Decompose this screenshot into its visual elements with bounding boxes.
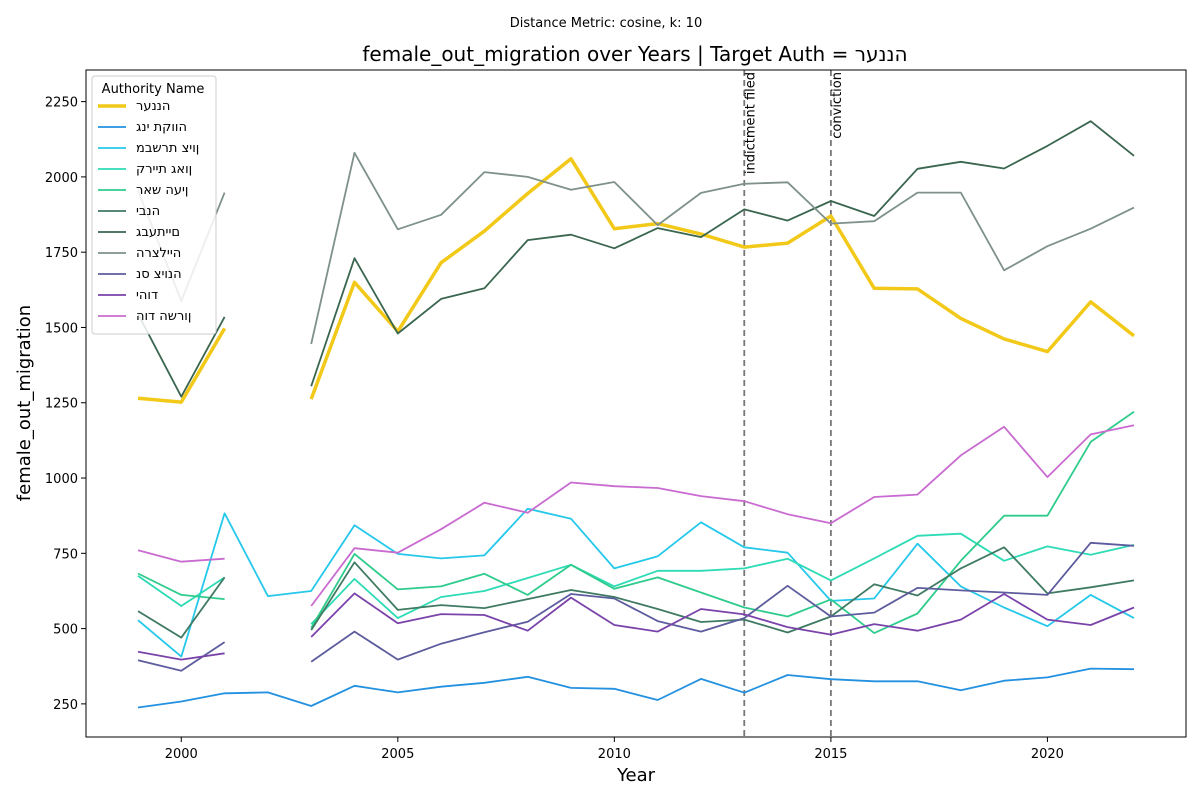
x-tick-label: 2010: [598, 747, 631, 762]
series-line: [137, 641, 226, 672]
legend-item-label: הנבי: [136, 204, 160, 219]
series-line: [310, 546, 1135, 634]
x-axis: 2000 2005 2010 2015 2020: [165, 737, 1064, 762]
legend-item-label: הווקת ינג: [136, 120, 187, 135]
legend-item-label: ןואג תיירק: [136, 162, 192, 177]
y-tick-label: 2250: [45, 96, 78, 111]
series-line: [137, 667, 1135, 709]
series-line: [137, 549, 225, 563]
x-axis-title: Year: [616, 765, 656, 786]
chart-title: female_out_migration over Years | Target…: [362, 42, 907, 66]
y-tick-label: 2000: [45, 171, 78, 186]
x-tick-label: 2000: [165, 747, 198, 762]
series-line: [137, 313, 226, 398]
legend-item-label: דוהי: [136, 288, 158, 303]
plot-area: indictment filed conviction: [137, 70, 1136, 737]
y-tick-label: 1500: [45, 321, 78, 336]
legend-item-label: היילצרה: [136, 246, 181, 261]
legend-item-label: םייתעבג: [136, 225, 180, 240]
y-axis: 250 500 750 1000 1250 1500 1750 2000 2250: [45, 96, 86, 713]
chart-subtitle: Distance Metric: cosine, k: 10: [510, 16, 702, 31]
x-tick-label: 2020: [1031, 747, 1064, 762]
series-line: [137, 650, 225, 661]
y-tick-label: 250: [53, 698, 78, 713]
x-tick-label: 2015: [814, 747, 847, 762]
series-line: [137, 576, 226, 639]
series-line: [310, 411, 1135, 634]
series-line: [310, 532, 1135, 625]
series-line: [310, 120, 1135, 387]
legend-item-label: ןיעה שאר: [136, 183, 188, 198]
series-line: [310, 592, 1135, 638]
y-tick-label: 1750: [45, 246, 78, 261]
legend-box: [91, 75, 217, 335]
series-line: [137, 575, 226, 607]
series-line: [309, 157, 1136, 400]
y-tick-label: 1250: [45, 397, 78, 412]
legend-item-label: הננער: [136, 99, 170, 114]
legend-title: Authority Name: [102, 82, 205, 97]
x-tick-label: 2005: [381, 747, 414, 762]
series-line: [137, 327, 227, 404]
legend: Authority Name הננער הווקת ינג ןויצ תרשבמ ןו…: [91, 75, 217, 335]
plot-frame: [85, 69, 1187, 738]
legend-item-label: ןורשה דוה: [136, 309, 191, 324]
legend-item-label: הנויצ סנ: [136, 267, 182, 282]
y-tick-label: 750: [53, 547, 78, 562]
legend-item-label: ןויצ תרשבמ: [136, 141, 199, 156]
series-line: [310, 424, 1135, 607]
y-tick-label: 1000: [45, 472, 78, 487]
event-line-label: conviction: [830, 72, 845, 139]
y-axis-title: female_out_migration: [14, 305, 35, 501]
event-line-label: indictment filed: [743, 72, 758, 174]
y-tick-label: 500: [53, 623, 78, 638]
series-line: [310, 541, 1135, 663]
series-line: [310, 151, 1135, 345]
